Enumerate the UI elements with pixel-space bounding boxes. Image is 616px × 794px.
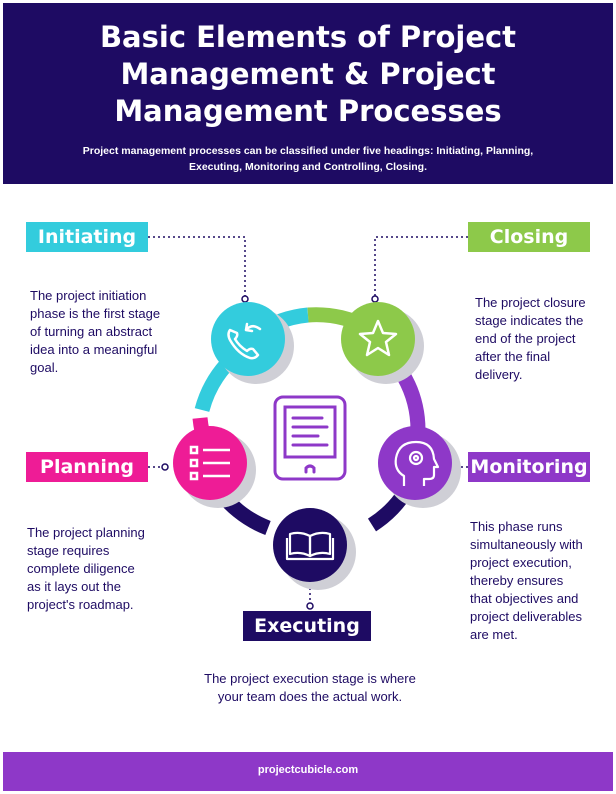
desc-closing: The project closure stage indicates the …: [475, 294, 605, 384]
desc-line: that objectives and: [470, 591, 579, 606]
label-initiating: Initiating: [26, 222, 148, 252]
desc-line: end of the project: [475, 331, 576, 346]
label-planning-text: Planning: [40, 456, 134, 478]
title-line-1: Basic Elements of Project: [99, 20, 517, 54]
desc-initiating: The project initiation phase is the firs…: [30, 287, 180, 377]
desc-line: The project execution stage is where: [204, 671, 416, 686]
desc-line: stage requires: [27, 543, 110, 558]
desc-line: project deliverables: [470, 609, 583, 624]
page-title: Basic Elements of Project Management & P…: [3, 19, 613, 130]
tablet-document-icon: [273, 395, 347, 481]
label-executing-text: Executing: [254, 615, 360, 637]
desc-line: after the final: [475, 349, 551, 364]
star-icon: [358, 319, 398, 357]
desc-line: The project closure: [475, 295, 586, 310]
ring-segment-initiating-lower: [194, 360, 232, 413]
closing-node: [341, 302, 415, 376]
connector-closing: [374, 236, 468, 297]
desc-line: project's roadmap.: [27, 597, 134, 612]
checklist-icon: [189, 445, 230, 481]
desc-line: stage indicates the: [475, 313, 584, 328]
executing-node: [273, 508, 347, 582]
title-line-2: Management & Project: [120, 57, 496, 91]
desc-line: of turning an abstract: [30, 324, 153, 339]
label-executing: Executing: [243, 611, 371, 641]
planning-node: [173, 426, 247, 500]
label-monitoring: Monitoring: [468, 452, 590, 482]
subtitle-line-2: Executing, Monitoring and Controlling, C…: [189, 161, 427, 173]
desc-line: are met.: [470, 627, 518, 642]
monitoring-node: [378, 426, 452, 500]
desc-line: The project initiation: [30, 288, 147, 303]
desc-line: as it lays out the: [27, 579, 121, 594]
desc-line: This phase runs: [470, 519, 563, 534]
phone-icon: [227, 322, 262, 360]
desc-line: delivery.: [475, 367, 523, 382]
desc-planning: The project planning stage requires comp…: [27, 524, 177, 614]
header-banner: Basic Elements of Project Management & P…: [3, 3, 613, 184]
label-closing-text: Closing: [489, 226, 569, 248]
label-monitoring-text: Monitoring: [470, 456, 588, 478]
desc-line: thereby ensures: [470, 573, 564, 588]
title-line-3: Management Processes: [114, 94, 502, 128]
label-planning: Planning: [26, 452, 148, 482]
page-subtitle: Project management processes can be clas…: [43, 143, 573, 175]
head-gear-icon: [394, 440, 440, 486]
desc-line: idea into a meaningful: [30, 342, 158, 357]
book-icon: [285, 531, 335, 561]
footer-website: projectcubicle.com: [257, 764, 359, 776]
desc-line: The project planning: [27, 525, 145, 540]
connector-initiating: [148, 236, 246, 297]
label-initiating-text: Initiating: [37, 226, 137, 248]
desc-line: complete diligence: [27, 561, 135, 576]
desc-line: project execution,: [470, 555, 572, 570]
footer-banner: projectcubicle.com: [3, 752, 613, 791]
desc-line: phase is the first stage: [30, 306, 161, 321]
desc-line: simultaneously with: [470, 537, 583, 552]
desc-line: your team does the actual work.: [217, 689, 403, 704]
subtitle-line-1: Project management processes can be clas…: [82, 145, 534, 157]
desc-executing: The project execution stage is where you…: [160, 670, 460, 706]
label-closing: Closing: [468, 222, 590, 252]
initiating-node: [211, 302, 285, 376]
desc-line: goal.: [30, 360, 59, 375]
desc-monitoring: This phase runs simultaneously with proj…: [470, 518, 610, 644]
